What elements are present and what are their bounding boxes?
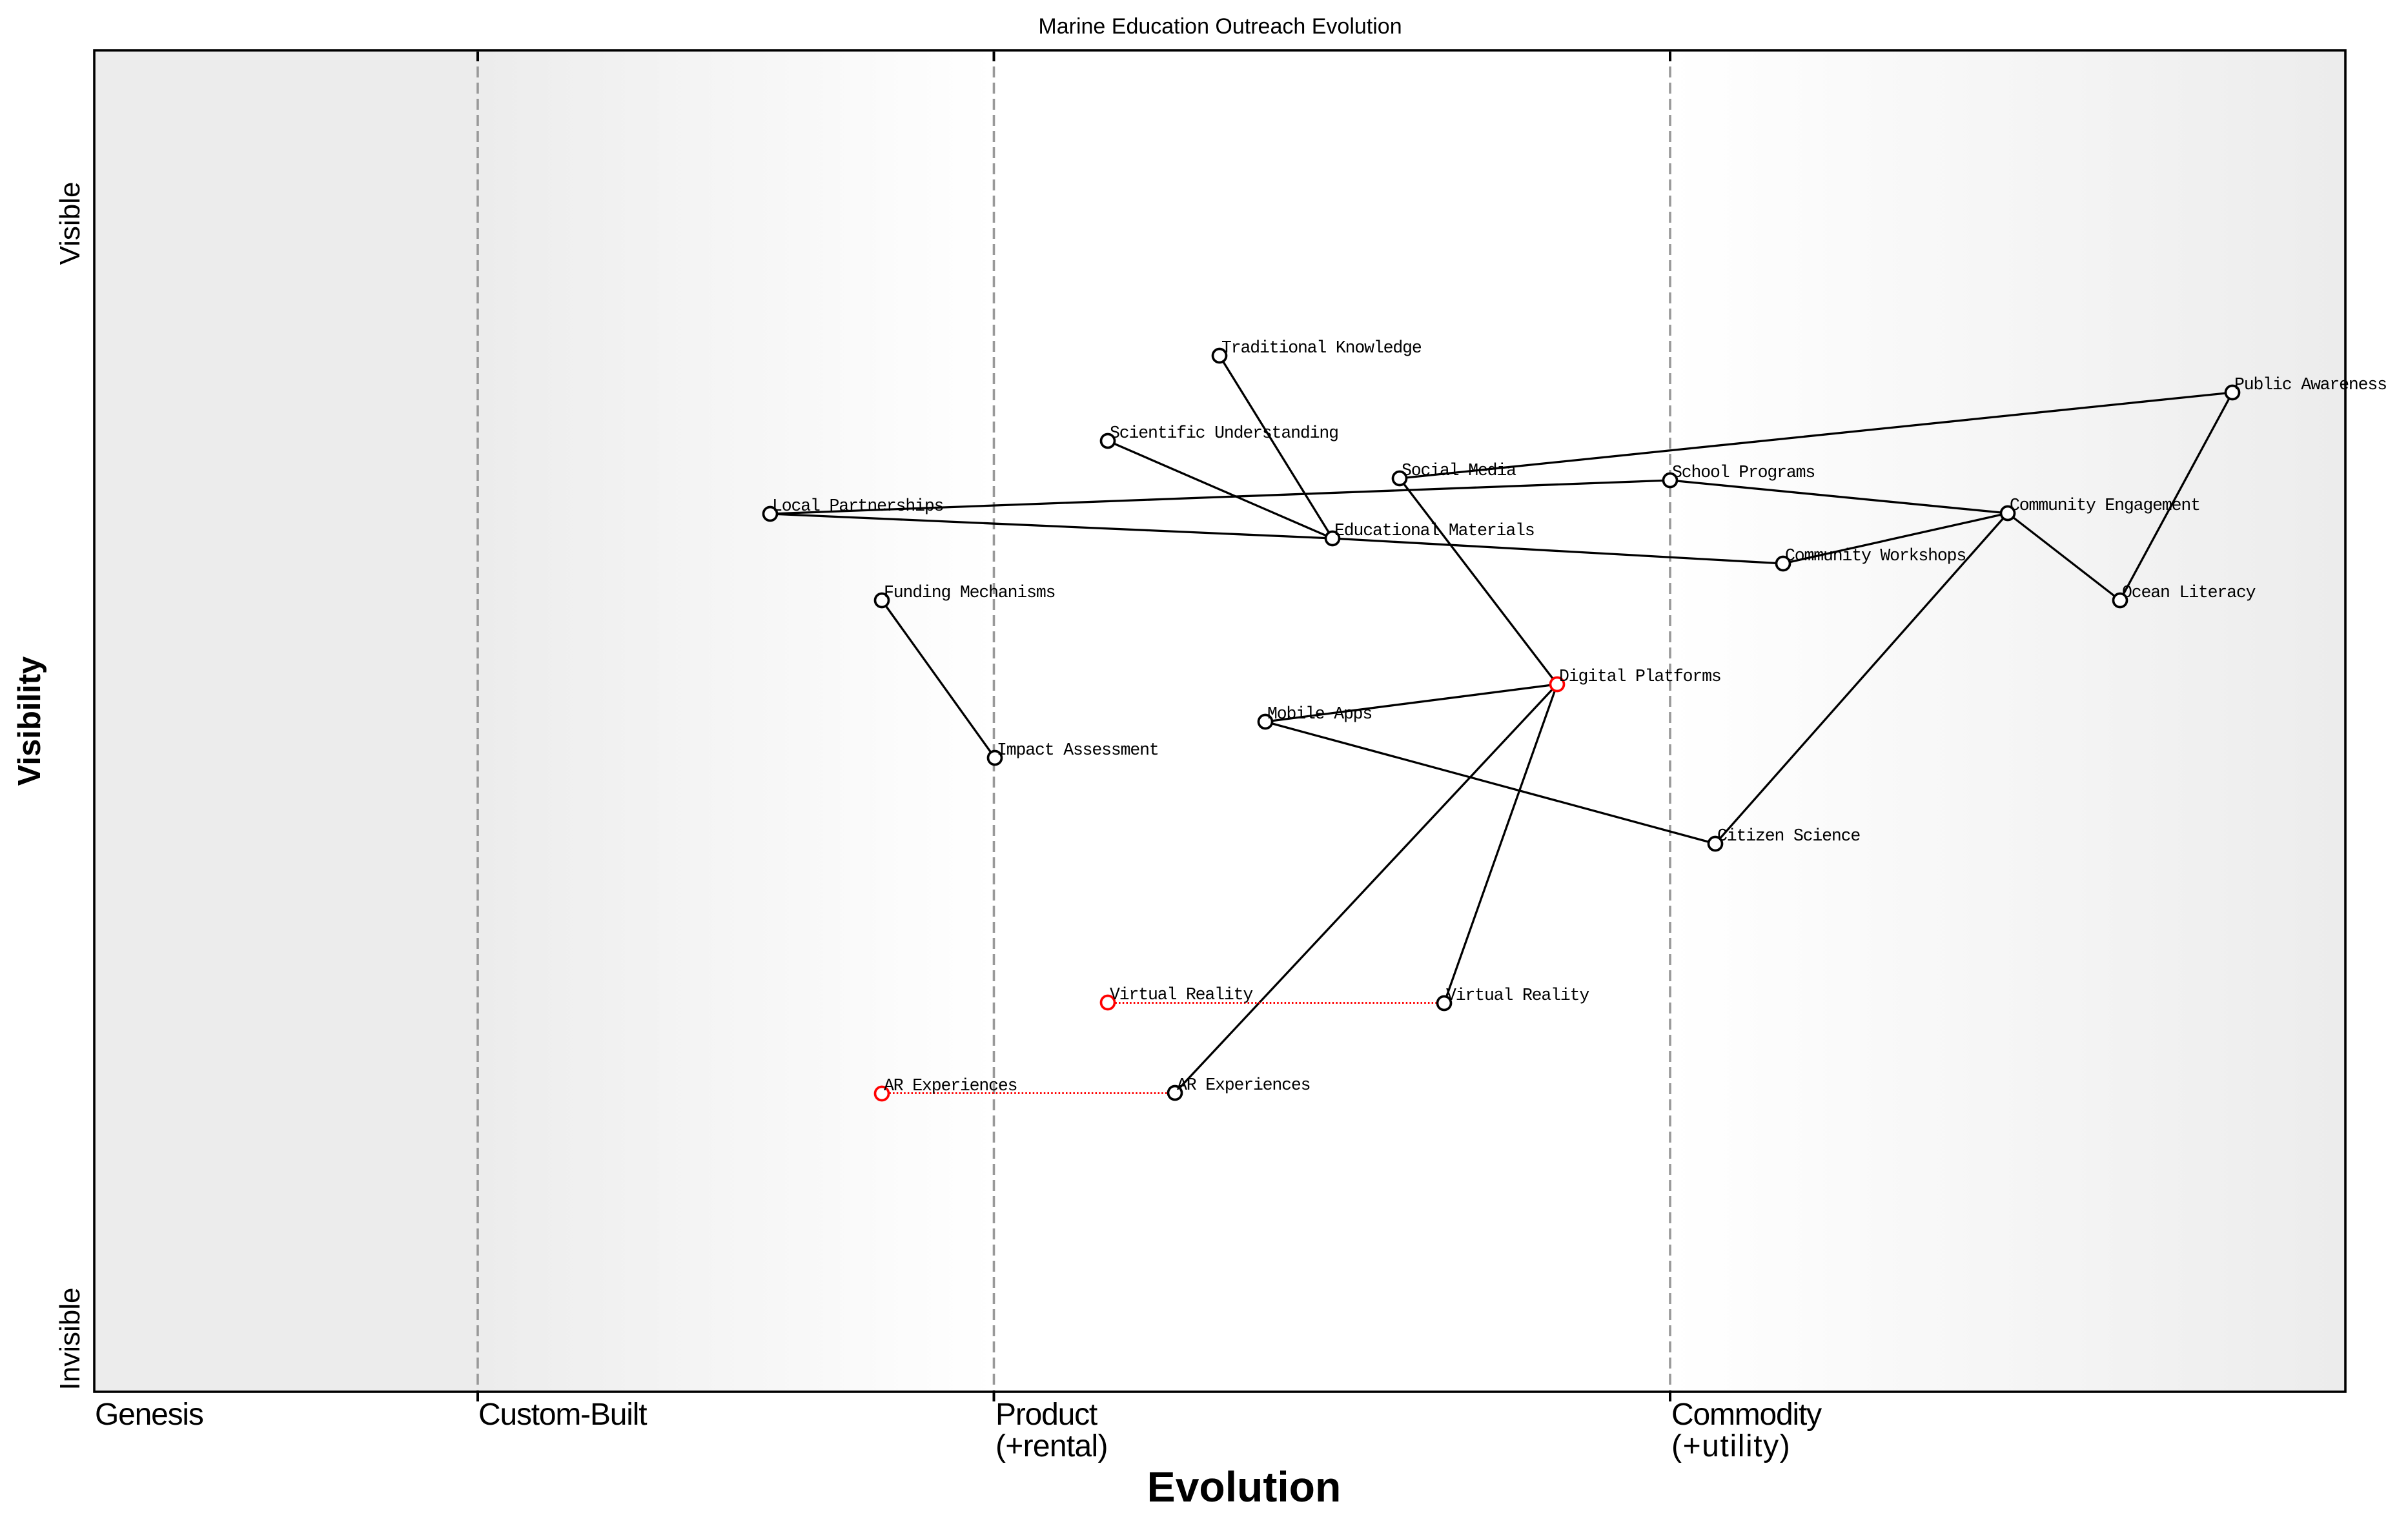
svg-text:School Programs: School Programs: [1672, 463, 1815, 482]
svg-text:Citizen Science: Citizen Science: [1717, 826, 1860, 846]
svg-text:Invisible: Invisible: [54, 1288, 86, 1390]
svg-text:Educational Materials: Educational Materials: [1334, 521, 1535, 540]
svg-text:Social Media: Social Media: [1402, 461, 1516, 480]
svg-text:(+rental): (+rental): [995, 1429, 1108, 1463]
svg-text:AR Experiences: AR Experiences: [884, 1076, 1017, 1095]
svg-text:Visible: Visible: [54, 182, 86, 265]
svg-text:Marine Education Outreach Evol: Marine Education Outreach Evolution: [1038, 14, 1402, 39]
svg-text:Virtual Reality: Virtual Reality: [1446, 986, 1589, 1005]
svg-text:Mobile Apps: Mobile Apps: [1267, 704, 1372, 724]
svg-text:Genesis: Genesis: [95, 1398, 203, 1432]
svg-text:Funding Mechanisms: Funding Mechanisms: [884, 583, 1055, 602]
svg-text:Digital Platforms: Digital Platforms: [1559, 667, 1721, 686]
svg-text:Community Engagement: Community Engagement: [2010, 496, 2200, 515]
svg-text:Ocean Literacy: Ocean Literacy: [2122, 583, 2256, 602]
svg-text:Traditional Knowledge: Traditional Knowledge: [1221, 338, 1422, 358]
svg-text:Product: Product: [995, 1398, 1097, 1432]
svg-text:Community Workshops: Community Workshops: [1785, 546, 1966, 565]
svg-text:Commodity: Commodity: [1671, 1398, 1822, 1432]
svg-text:Visibility: Visibility: [12, 657, 47, 786]
svg-text:Public Awareness: Public Awareness: [2234, 375, 2387, 394]
svg-text:Scientific Understanding: Scientific Understanding: [1110, 423, 1338, 443]
svg-text:Evolution: Evolution: [1147, 1463, 1342, 1511]
svg-text:AR Experiences: AR Experiences: [1177, 1075, 1310, 1095]
svg-text:(+utility): (+utility): [1671, 1429, 1791, 1463]
svg-text:Local Partnerships: Local Partnerships: [772, 496, 943, 516]
svg-text:Custom-Built: Custom-Built: [478, 1398, 647, 1432]
svg-text:Impact Assessment: Impact Assessment: [997, 740, 1159, 760]
svg-text:Virtual Reality: Virtual Reality: [1110, 985, 1253, 1004]
